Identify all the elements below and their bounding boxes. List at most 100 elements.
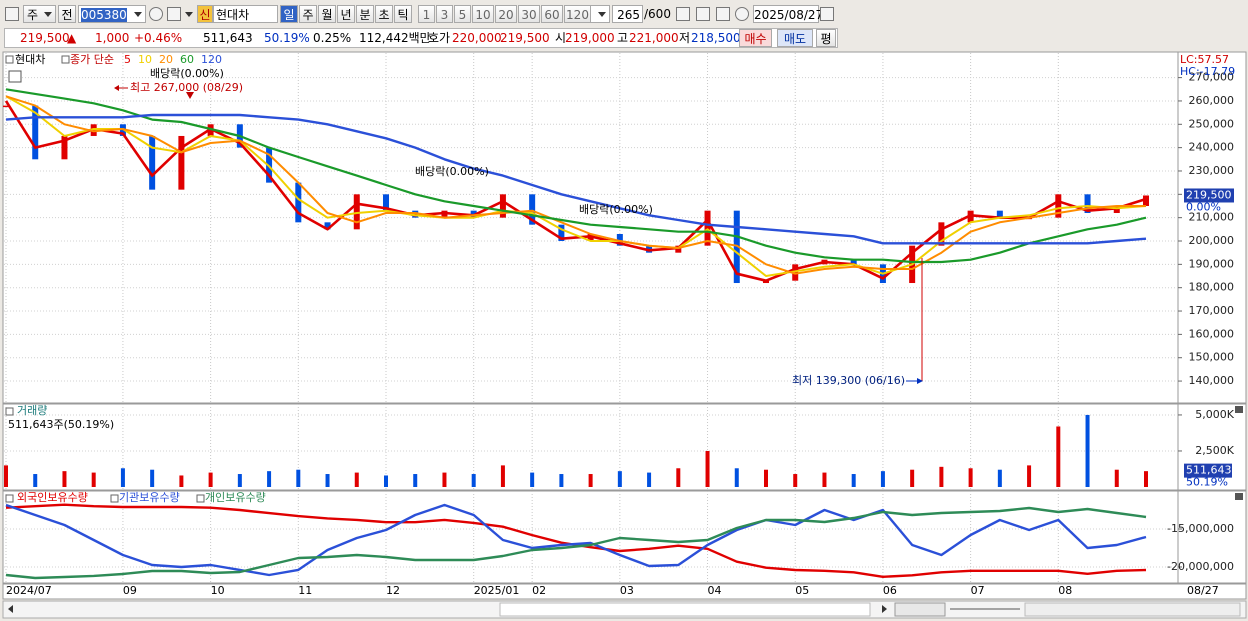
candle xyxy=(324,222,331,230)
y-tick-label: 140,000 xyxy=(1189,374,1235,387)
price-panel xyxy=(2,51,1179,404)
candle xyxy=(850,259,857,265)
volume-bar xyxy=(120,468,125,487)
candle xyxy=(149,135,156,190)
count-input[interactable]: 265 xyxy=(612,5,643,23)
change-pct: +0.46% xyxy=(134,31,183,45)
panel-button[interactable] xyxy=(1235,493,1243,500)
minute-button[interactable]: 120 xyxy=(564,5,591,23)
volume-bar xyxy=(442,472,447,487)
scroll-right[interactable] xyxy=(882,605,887,613)
volume-bar xyxy=(968,468,973,487)
menu-icon[interactable] xyxy=(5,7,19,21)
market-text: 주 xyxy=(27,8,39,22)
volume-bar xyxy=(910,469,915,487)
table-icon[interactable] xyxy=(8,70,22,83)
search-icon[interactable] xyxy=(149,7,163,21)
market-select[interactable]: 주 xyxy=(23,5,56,23)
bid: 219,500 xyxy=(500,31,550,45)
interval-button[interactable]: 월 xyxy=(318,5,336,23)
minute-button[interactable]: 5 xyxy=(454,5,471,23)
legend-icon[interactable] xyxy=(61,55,70,64)
series-line xyxy=(5,113,1147,245)
legend-entry: 20 xyxy=(159,53,173,66)
panel-button[interactable] xyxy=(1235,406,1243,413)
minute-button[interactable]: 10 xyxy=(472,5,494,23)
change: 1,000 xyxy=(95,31,130,45)
date-input[interactable]: 2025/08/27 xyxy=(753,5,823,23)
volume-bar xyxy=(33,474,38,487)
minute-button[interactable]: 20 xyxy=(495,5,517,23)
candle xyxy=(938,222,945,246)
minute-button[interactable]: 30 xyxy=(518,5,540,23)
volume-bar xyxy=(1056,426,1061,487)
volume-current-pct: 50.19% xyxy=(1186,476,1228,489)
volume-ratio: 50.19% xyxy=(264,31,310,45)
volume-bar xyxy=(617,471,622,487)
prev-button[interactable]: 전 xyxy=(58,5,76,23)
tool-icon[interactable] xyxy=(696,7,710,21)
legend-icon[interactable] xyxy=(5,55,14,64)
y-tick-label: 260,000 xyxy=(1189,94,1235,107)
volume-bar xyxy=(997,469,1002,487)
current-pct: 0.00% xyxy=(1186,200,1221,213)
series-line xyxy=(5,95,1147,277)
interval-button[interactable]: 일 xyxy=(280,5,298,23)
scroll-left[interactable] xyxy=(8,605,13,613)
interval-button[interactable]: 틱 xyxy=(394,5,412,23)
candle xyxy=(558,224,565,242)
y-tick-label: 210,000 xyxy=(1189,211,1235,224)
legend-entry: 10 xyxy=(138,53,152,66)
buy-button[interactable]: 매수 xyxy=(739,29,772,47)
x-tick-label: 09 xyxy=(123,584,137,597)
y-tick-label: 150,000 xyxy=(1189,351,1235,364)
candle xyxy=(3,105,9,108)
tool-buttons[interactable] xyxy=(1024,602,1241,617)
x-tick-label: 2025/01 xyxy=(474,584,520,597)
dropdown-arrow xyxy=(134,12,142,17)
x-tick-label: 04 xyxy=(708,584,722,597)
sound-icon[interactable] xyxy=(167,7,181,21)
turnover: 0.25% xyxy=(313,31,352,45)
stock-name[interactable]: 현대차 xyxy=(213,5,278,23)
interval-button[interactable]: 초 xyxy=(375,5,393,23)
volume-bar xyxy=(939,466,944,487)
legend-icon[interactable] xyxy=(196,494,205,503)
minute-button[interactable]: 60 xyxy=(541,5,563,23)
dividend-marker xyxy=(186,92,194,99)
tool-icon[interactable] xyxy=(716,7,730,21)
current-label: 219,500 xyxy=(1186,188,1232,201)
volume-bar xyxy=(1027,465,1032,487)
avg-button[interactable]: 평 xyxy=(816,29,836,47)
volume-bar xyxy=(1114,469,1119,487)
volume-bar xyxy=(1085,414,1090,487)
sell-button[interactable]: 매도 xyxy=(777,29,813,47)
minute-button[interactable]: 1 xyxy=(418,5,435,23)
price-axis-panel xyxy=(1177,51,1247,404)
interval-button[interactable]: 주 xyxy=(299,5,317,23)
settings-icon[interactable] xyxy=(735,7,749,21)
nav-buttons[interactable] xyxy=(894,602,946,617)
tool-icon[interactable] xyxy=(676,7,690,21)
y-tick-label: 240,000 xyxy=(1189,141,1235,154)
open: 219,000 xyxy=(565,31,615,45)
candle xyxy=(353,194,360,230)
volume-bar xyxy=(62,471,67,487)
candle xyxy=(1143,195,1149,206)
y-tick-label: 250,000 xyxy=(1189,117,1235,130)
interval-button[interactable]: 년 xyxy=(337,5,355,23)
y-tick-label: 190,000 xyxy=(1189,257,1235,270)
current-box xyxy=(1184,188,1234,203)
calendar-icon[interactable] xyxy=(820,7,834,21)
scroll-thumb[interactable] xyxy=(499,602,871,617)
interval-button[interactable]: 분 xyxy=(356,5,374,23)
y-tick-label: 160,000 xyxy=(1189,327,1235,340)
code-input[interactable]: 005380 xyxy=(78,5,146,23)
legend-icon[interactable] xyxy=(5,494,14,503)
legend-icon[interactable] xyxy=(110,494,119,503)
legend-entry: 120 xyxy=(201,53,222,66)
legend-icon[interactable] xyxy=(5,407,14,416)
minute-button[interactable]: 3 xyxy=(436,5,453,23)
high-label: 고 xyxy=(617,31,629,45)
holdings-axis-panel xyxy=(1177,490,1247,584)
